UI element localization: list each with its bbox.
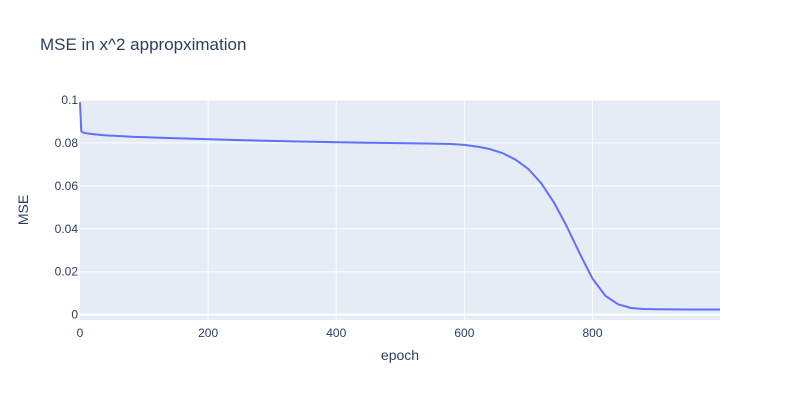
y-tick-label: 0.08 xyxy=(55,136,79,150)
y-tick-label: 0.1 xyxy=(61,93,78,107)
x-tick-label: 400 xyxy=(326,326,346,340)
y-tick-label: 0.02 xyxy=(55,265,79,279)
x-tick-label: 600 xyxy=(454,326,474,340)
y-axis-title: MSE xyxy=(15,195,31,225)
mse-series-line xyxy=(79,102,720,311)
x-tick-label: 800 xyxy=(582,326,602,340)
y-tick-label: 0 xyxy=(71,308,78,322)
x-axis-title: epoch xyxy=(381,347,419,363)
x-tick-label: 200 xyxy=(198,326,218,340)
plot-area xyxy=(80,100,720,320)
y-axis-ticks: 0 0.02 0.04 0.06 0.08 0.1 xyxy=(55,93,79,322)
y-tick-label: 0.06 xyxy=(55,179,79,193)
y-tick-label: 0.04 xyxy=(55,222,79,236)
x-tick-label: 0 xyxy=(77,326,84,340)
x-axis-ticks: 0 200 400 600 800 xyxy=(77,326,603,340)
chart-title: MSE in x^2 appropximation xyxy=(40,35,246,54)
